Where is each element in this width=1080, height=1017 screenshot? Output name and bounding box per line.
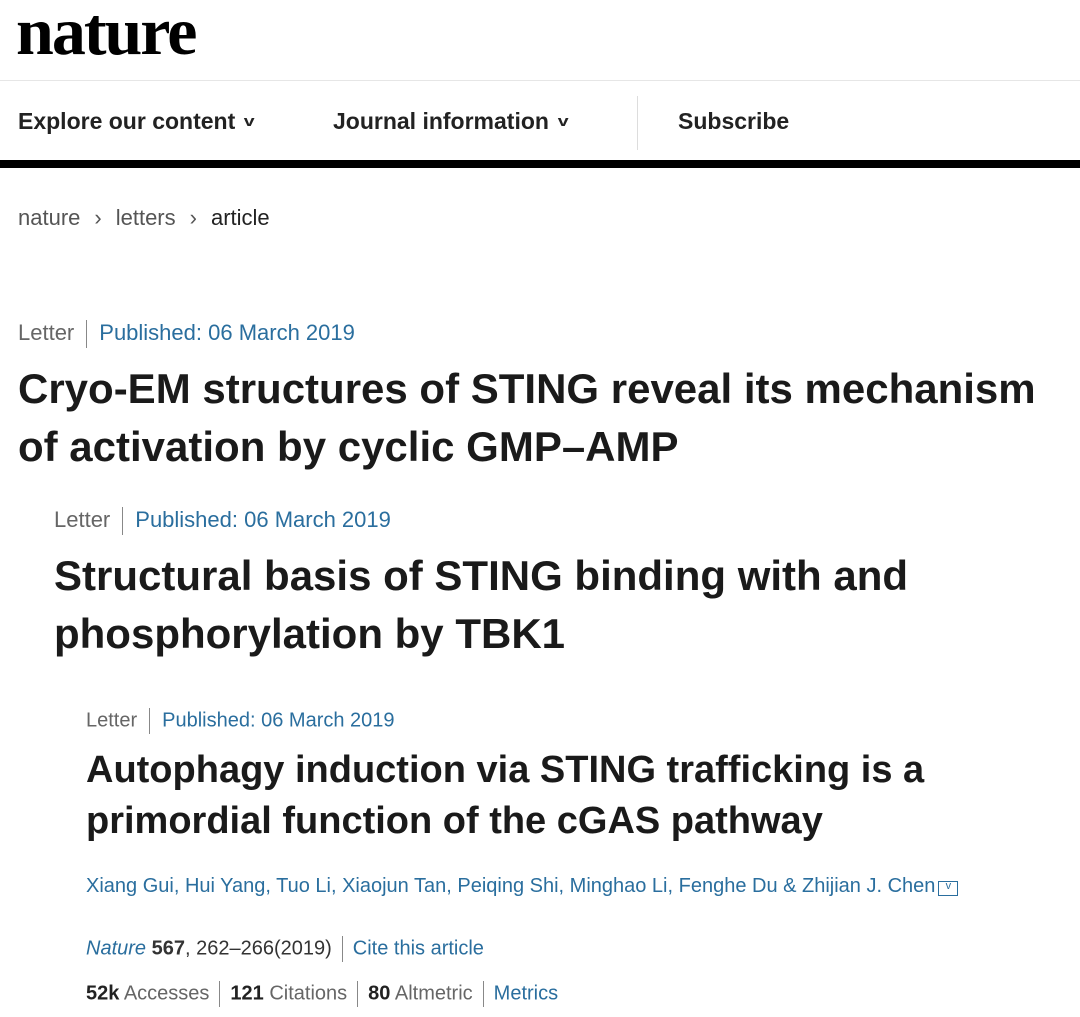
breadcrumb-article: article [210, 205, 270, 230]
header-bar [0, 160, 1080, 168]
pages: , 262–266(2019) [184, 937, 332, 960]
article-title: Structural basis of STING binding with a… [54, 552, 909, 657]
author-list: Xiang Gui, Hui Yang, Tuo Li, Xiaojun Tan… [86, 875, 959, 898]
citation-line: Nature 567, 262–266(2019) Cite this artic… [86, 936, 484, 962]
divider [482, 981, 484, 1007]
divider [219, 981, 221, 1007]
breadcrumb-letters[interactable]: letters [115, 205, 176, 230]
article-title: Autophagy induction via STING traffickin… [86, 749, 925, 843]
article-meta: Letter Published: 06 March 2019 [18, 320, 355, 349]
accesses-label: Accesses [123, 982, 210, 1005]
volume: 567 [151, 937, 185, 960]
divider [341, 936, 343, 962]
article-title: Cryo-EM structures of STING reveal its m… [18, 365, 1036, 470]
nav-explore-content[interactable]: Explore our content v [18, 108, 255, 135]
chevron-down-icon: v [243, 113, 255, 130]
nav-label: Journal information [333, 108, 549, 134]
article-type: Letter [18, 320, 75, 345]
journal-name: Nature [86, 937, 147, 960]
published-date: Published: 06 March 2019 [162, 709, 395, 732]
chevron-right-icon: › [189, 205, 197, 230]
nature-logo[interactable]: nature [16, 0, 197, 69]
article-type: Letter [86, 709, 138, 732]
nav-journal-information[interactable]: Journal information v [333, 108, 569, 135]
breadcrumb-nature[interactable]: nature [18, 205, 81, 230]
altmetric-score: 80 [368, 982, 391, 1005]
divider [0, 80, 1080, 81]
article-meta: Letter Published: 06 March 2019 [54, 507, 391, 536]
nav-label: Explore our content [18, 108, 236, 134]
article-meta: Letter Published: 06 March 2019 [86, 708, 395, 734]
breadcrumb: nature › letters › article [18, 205, 270, 231]
cite-this-article-link[interactable]: Cite this article [352, 937, 484, 960]
published-date: Published: 06 March 2019 [135, 507, 391, 532]
email-icon[interactable]: v [938, 881, 959, 896]
divider [122, 507, 124, 536]
accesses-count: 52k [86, 982, 120, 1005]
metrics-link[interactable]: Metrics [493, 982, 559, 1005]
chevron-down-icon: v [557, 113, 569, 130]
metrics-bar: 52k Accesses 121 Citations 80 Altmetric Met… [86, 981, 558, 1007]
citations-label: Citations [269, 982, 348, 1005]
divider [86, 320, 88, 349]
altmetric-label: Altmetric [394, 982, 473, 1005]
article-type: Letter [54, 507, 111, 532]
published-date: Published: 06 March 2019 [99, 320, 355, 345]
nav-divider [637, 96, 638, 150]
citations-count: 121 [230, 982, 264, 1005]
chevron-right-icon: › [94, 205, 102, 230]
divider [357, 981, 359, 1007]
nav-subscribe[interactable]: Subscribe [678, 108, 790, 134]
divider [149, 708, 151, 734]
authors[interactable]: Xiang Gui, Hui Yang, Tuo Li, Xiaojun Tan… [86, 875, 936, 897]
